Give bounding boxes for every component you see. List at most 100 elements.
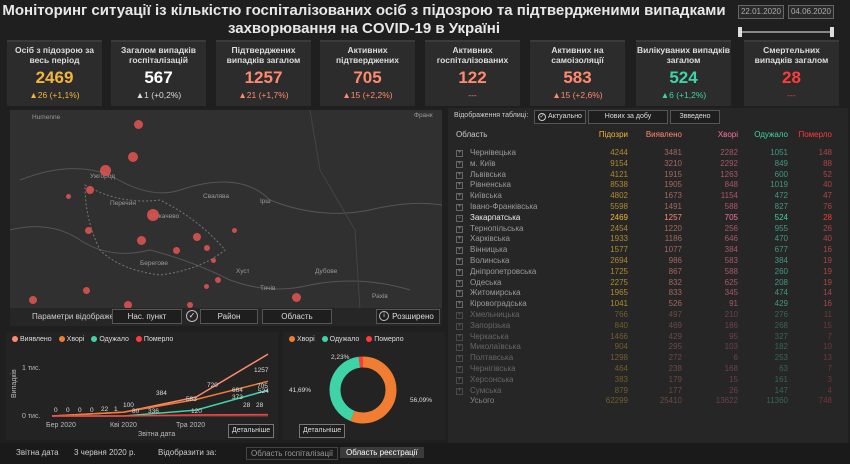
expand-icon[interactable]: + bbox=[456, 247, 463, 255]
donut-slice[interactable] bbox=[329, 356, 397, 424]
table-row[interactable]: + Миколаївська 904 295 103 182 10 bbox=[448, 342, 848, 353]
expand-icon[interactable]: + bbox=[456, 268, 463, 276]
map-marker[interactable] bbox=[29, 296, 37, 304]
legend-swatch-icon bbox=[58, 336, 65, 342]
expand-icon[interactable]: + bbox=[456, 365, 463, 373]
map-marker[interactable] bbox=[128, 152, 138, 162]
col-region[interactable]: Область bbox=[456, 130, 488, 139]
slider-handle-start[interactable] bbox=[738, 27, 742, 37]
table-row[interactable]: + Вінницька 1577 1077 384 677 16 bbox=[448, 245, 848, 256]
table-row[interactable]: + Запорізька 840 469 186 268 15 bbox=[448, 321, 848, 332]
expand-icon[interactable]: + bbox=[456, 160, 463, 168]
date-range-slider[interactable] bbox=[738, 31, 834, 33]
line-chart-panel: Виявлено Хворі Одужало Померло 1 тис. 0 тис.… bbox=[6, 332, 278, 440]
table-row[interactable]: + Дніпропетровська 1725 867 588 260 19 bbox=[448, 267, 848, 278]
map-marker[interactable] bbox=[193, 233, 201, 241]
table-row[interactable]: + Одеська 2275 832 625 208 19 bbox=[448, 278, 848, 289]
actual-button[interactable]: ✓ Актуально bbox=[534, 110, 586, 124]
table-row[interactable]: + Кіровоградська 1041 526 91 429 16 bbox=[448, 299, 848, 310]
city-button[interactable]: Нас. пункт bbox=[112, 309, 182, 324]
map-marker[interactable] bbox=[203, 283, 209, 289]
table-row[interactable]: + Хмельницька 766 497 210 276 11 bbox=[448, 310, 848, 321]
kpi-card: Підтверджених випадків загалом 1257 ▲21 (+… bbox=[216, 40, 311, 106]
map-marker[interactable] bbox=[124, 301, 132, 309]
map-marker[interactable] bbox=[65, 193, 71, 199]
col-detected[interactable]: Виявлено bbox=[645, 130, 682, 139]
table-row[interactable]: + Харківська 1933 1186 646 470 40 bbox=[448, 234, 848, 245]
table-row[interactable]: + Полтавська 1298 272 6 253 13 bbox=[448, 353, 848, 364]
col-sick[interactable]: Хворі bbox=[717, 130, 738, 139]
col-dead[interactable]: Померло bbox=[798, 130, 832, 139]
map-marker[interactable] bbox=[147, 209, 159, 221]
table-row[interactable]: + Житомирська 1965 833 345 474 14 bbox=[448, 288, 848, 299]
cell-value: 5598 bbox=[610, 201, 628, 211]
table-row[interactable]: + Чернівецька 4244 3481 2282 1051 148 bbox=[448, 148, 848, 159]
expand-icon[interactable]: + bbox=[456, 203, 463, 211]
recovered-button[interactable]: Звведено bbox=[670, 110, 720, 124]
map-marker[interactable] bbox=[210, 257, 216, 263]
expand-icon[interactable]: + bbox=[456, 311, 463, 319]
cell-value: 345 bbox=[724, 288, 738, 298]
expand-icon[interactable]: + bbox=[456, 182, 463, 190]
expand-icon[interactable]: + bbox=[456, 171, 463, 179]
expand-icon[interactable]: + bbox=[456, 355, 463, 363]
donut-slice[interactable] bbox=[329, 356, 397, 424]
date-to-input[interactable]: 04.06.2020 bbox=[788, 5, 834, 19]
table-row[interactable]: + Київська 4802 1673 1154 472 47 bbox=[448, 191, 848, 202]
map-marker[interactable] bbox=[231, 227, 237, 233]
expand-button[interactable]: i Розширено bbox=[376, 309, 440, 324]
expand-icon[interactable]: − bbox=[456, 214, 463, 222]
map-marker[interactable] bbox=[86, 186, 94, 194]
map-marker[interactable] bbox=[215, 277, 221, 283]
table-row[interactable]: + Черкаська 1466 429 95 327 7 bbox=[448, 332, 848, 343]
check-icon[interactable]: ✓ bbox=[186, 310, 198, 322]
map-marker[interactable] bbox=[99, 164, 111, 176]
district-button[interactable]: Район bbox=[200, 309, 258, 324]
hosp-region-button[interactable]: Область госпіталізації bbox=[246, 447, 339, 460]
map-marker[interactable] bbox=[84, 226, 92, 234]
expand-icon[interactable]: + bbox=[456, 290, 463, 298]
data-label: 524 bbox=[258, 388, 269, 395]
table-row[interactable]: + м. Київ 9154 3210 2292 849 88 bbox=[448, 159, 848, 170]
map-marker[interactable] bbox=[187, 302, 193, 308]
table-total-row[interactable]: Усього 62299 25410 13622 11360 748 bbox=[448, 396, 848, 407]
map-marker[interactable] bbox=[172, 246, 180, 254]
expand-icon[interactable]: + bbox=[456, 333, 463, 341]
detail-button[interactable]: Детальніше bbox=[228, 424, 275, 438]
table-row[interactable]: + Рівненська 8538 1905 848 1019 40 bbox=[448, 180, 848, 191]
expand-icon[interactable]: + bbox=[456, 279, 463, 287]
table-row[interactable]: + Івано-Франківська 5598 1491 588 827 76 bbox=[448, 202, 848, 213]
region-button[interactable]: Область bbox=[262, 309, 332, 324]
reg-region-button[interactable]: Область реєстрації bbox=[340, 447, 424, 458]
slider-handle-end[interactable] bbox=[830, 27, 834, 37]
table-row[interactable]: + Волинська 2694 986 583 384 19 bbox=[448, 256, 848, 267]
expand-icon[interactable]: + bbox=[456, 193, 463, 201]
expand-icon[interactable]: + bbox=[456, 301, 463, 309]
table-row[interactable]: + Тернопільська 2454 1220 256 955 26 bbox=[448, 224, 848, 235]
cell-value: 470 bbox=[774, 234, 788, 244]
detail-button[interactable]: Детальніше bbox=[299, 424, 346, 438]
table-row[interactable]: + Сумська 879 177 26 147 4 bbox=[448, 386, 848, 397]
expand-icon[interactable]: + bbox=[456, 387, 463, 395]
map-marker[interactable] bbox=[291, 292, 301, 302]
map-marker[interactable] bbox=[136, 235, 146, 245]
expand-icon[interactable]: + bbox=[456, 236, 463, 244]
expand-icon[interactable]: + bbox=[456, 257, 463, 265]
map-marker[interactable] bbox=[204, 245, 210, 251]
new-per-day-button[interactable]: Нових за добу bbox=[588, 110, 668, 124]
table-row[interactable]: + Львівська 4121 1915 1263 600 52 bbox=[448, 170, 848, 181]
map-marker[interactable] bbox=[82, 286, 90, 294]
expand-icon[interactable]: + bbox=[456, 150, 463, 157]
table-row[interactable]: + Херсонська 383 179 15 161 3 bbox=[448, 375, 848, 386]
expand-icon[interactable]: + bbox=[456, 376, 463, 384]
expand-icon[interactable]: + bbox=[456, 322, 463, 330]
map[interactable]: Humenne Ужгород Мукачево Берегове Хуст С… bbox=[10, 110, 442, 310]
col-recovered[interactable]: Одужало bbox=[754, 130, 788, 139]
table-row[interactable]: + Чернігівська 464 238 168 63 7 bbox=[448, 364, 848, 375]
map-marker[interactable] bbox=[133, 119, 143, 129]
table-row[interactable]: − Закарпатська 2469 1257 705 524 28 bbox=[448, 213, 848, 224]
expand-icon[interactable]: + bbox=[456, 344, 463, 352]
date-from-input[interactable]: 22.01.2020 bbox=[738, 5, 784, 19]
expand-icon[interactable]: + bbox=[456, 225, 463, 233]
col-suspected[interactable]: Підозри bbox=[598, 130, 628, 139]
